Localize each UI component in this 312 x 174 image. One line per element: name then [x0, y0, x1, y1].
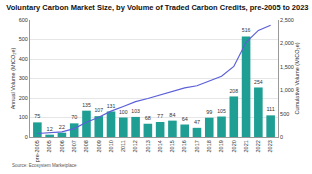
svg-text:75: 75: [34, 113, 40, 119]
svg-text:2022: 2022: [255, 140, 261, 152]
svg-text:500: 500: [280, 111, 289, 117]
svg-text:pre-2005: pre-2005: [34, 140, 40, 162]
svg-text:2014: 2014: [157, 140, 163, 152]
svg-text:2020: 2020: [231, 140, 237, 152]
svg-text:0: 0: [280, 134, 283, 140]
svg-text:0: 0: [25, 134, 28, 140]
svg-text:100: 100: [119, 109, 128, 115]
svg-text:500: 500: [19, 36, 28, 42]
svg-text:Voluntary Carbon Market Size,: Voluntary Carbon Market Size, by Volume …: [6, 3, 308, 12]
svg-text:68: 68: [145, 115, 151, 121]
svg-text:111: 111: [266, 106, 274, 112]
svg-text:1,500: 1,500: [280, 64, 294, 70]
svg-text:200: 200: [19, 95, 28, 101]
svg-text:99: 99: [206, 109, 212, 115]
svg-text:208: 208: [230, 88, 239, 94]
svg-text:2021: 2021: [243, 140, 249, 152]
svg-text:2018: 2018: [206, 140, 212, 152]
svg-text:2012: 2012: [132, 140, 138, 152]
svg-text:2,000: 2,000: [280, 40, 294, 46]
svg-text:2008: 2008: [83, 140, 89, 152]
svg-text:100: 100: [19, 114, 28, 120]
svg-text:103: 103: [131, 108, 140, 114]
svg-text:254: 254: [254, 79, 263, 85]
svg-text:70: 70: [71, 114, 77, 120]
svg-text:2019: 2019: [218, 140, 224, 152]
svg-text:107: 107: [94, 107, 103, 113]
svg-text:Annual Volume (MtCO₂e): Annual Volume (MtCO₂e): [10, 47, 16, 109]
svg-text:2013: 2013: [145, 140, 151, 152]
svg-text:2011: 2011: [120, 140, 126, 152]
svg-text:Cumulative Volume (MtCO₂e): Cumulative Volume (MtCO₂e): [294, 42, 300, 114]
svg-text:2016: 2016: [181, 140, 187, 152]
svg-text:84: 84: [169, 112, 175, 118]
svg-text:400: 400: [19, 56, 28, 62]
svg-text:2006: 2006: [59, 140, 65, 152]
svg-text:300: 300: [19, 75, 28, 81]
svg-text:2015: 2015: [169, 140, 175, 152]
svg-text:516: 516: [242, 27, 251, 33]
svg-text:135: 135: [82, 102, 91, 108]
svg-text:64: 64: [182, 116, 188, 122]
svg-text:12: 12: [47, 126, 53, 132]
svg-text:2023: 2023: [267, 140, 273, 152]
svg-text:Source: Ecosystem Marketplace: Source: Ecosystem Marketplace: [12, 163, 77, 168]
svg-text:2,500: 2,500: [280, 17, 294, 23]
svg-text:77: 77: [157, 113, 163, 119]
svg-text:105: 105: [217, 108, 226, 114]
svg-text:2009: 2009: [96, 140, 102, 152]
svg-text:1,000: 1,000: [280, 87, 294, 93]
svg-text:2007: 2007: [71, 140, 77, 152]
svg-text:2010: 2010: [108, 140, 114, 152]
svg-text:22: 22: [59, 124, 65, 130]
svg-text:2017: 2017: [194, 140, 200, 152]
svg-text:131: 131: [107, 103, 116, 109]
svg-text:600: 600: [19, 17, 28, 23]
svg-text:47: 47: [194, 119, 200, 125]
svg-text:2005: 2005: [46, 140, 52, 152]
